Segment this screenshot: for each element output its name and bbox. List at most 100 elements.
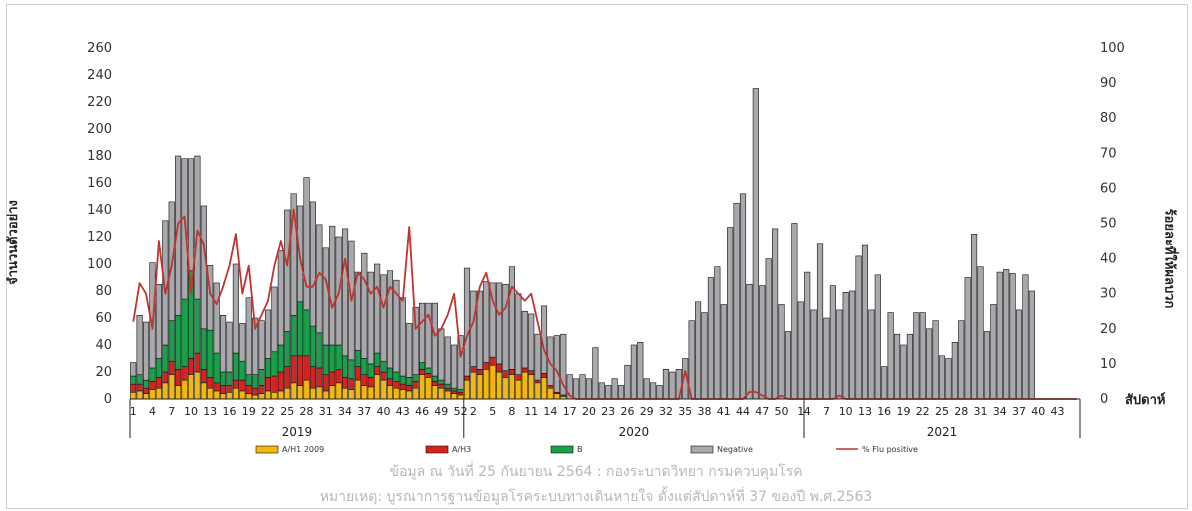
bar-negative <box>361 252 368 359</box>
bar-negative <box>489 282 496 358</box>
bar-a-h1-2009 <box>489 364 496 400</box>
x-tick-label: 52 <box>454 405 468 418</box>
bar-a-h3 <box>496 363 503 373</box>
bar-b <box>316 332 323 369</box>
bar-negative <box>611 378 618 400</box>
bar-negative <box>868 309 875 400</box>
x-tick-label: 31 <box>974 405 988 418</box>
bar-b <box>418 362 426 370</box>
x-tick-label: 17 <box>563 405 577 418</box>
x-tick-label: 40 <box>1031 405 1045 418</box>
bar-b <box>181 298 188 367</box>
bar-b <box>264 358 272 378</box>
bar-negative <box>656 385 663 400</box>
x-tick-label: 32 <box>659 405 673 418</box>
bar-a-h1-2009 <box>502 377 509 400</box>
x-tick-label: 10 <box>184 405 198 418</box>
bar-a-h1-2009 <box>220 393 227 400</box>
bar-a-h3 <box>528 370 535 375</box>
bar-negative <box>521 310 528 369</box>
bar-b <box>386 367 394 380</box>
bar-b <box>309 325 316 367</box>
bar-negative <box>309 201 316 327</box>
bar-a-h3 <box>393 381 400 389</box>
bar-negative <box>290 193 297 316</box>
bar-a-h1-2009 <box>239 390 246 400</box>
bar-a-h1-2009 <box>316 386 323 400</box>
bar-a-h3 <box>425 373 432 378</box>
bar-negative <box>367 271 374 365</box>
bar-a-h3 <box>187 358 195 376</box>
bar-b <box>322 344 329 376</box>
bar-negative <box>444 336 451 385</box>
bar-a-h1-2009 <box>483 368 490 400</box>
bar-a-h3 <box>476 368 483 375</box>
y-right-tick-label: 90 <box>1100 76 1117 91</box>
bar-negative <box>1009 273 1016 400</box>
bar-negative <box>617 385 625 400</box>
bar-a-h3 <box>418 368 426 375</box>
bar-negative <box>836 309 843 400</box>
bar-negative <box>226 321 233 373</box>
bar-negative <box>707 277 714 400</box>
bar-negative <box>701 312 708 400</box>
bar-a-h3 <box>284 366 291 389</box>
bar-a-h1-2009 <box>367 386 374 400</box>
bar-negative <box>964 277 971 400</box>
bar-negative <box>829 285 836 400</box>
bar-b <box>329 344 336 373</box>
bar-a-h1-2009 <box>444 390 451 400</box>
bar-a-h1-2009 <box>341 387 349 400</box>
bar-a-h1-2009 <box>290 382 297 400</box>
bar-a-h3 <box>444 387 451 392</box>
bar-negative <box>996 271 1003 400</box>
bar-b <box>175 314 182 370</box>
bar-b <box>194 298 201 354</box>
bar-negative <box>746 283 753 400</box>
bar-negative <box>213 282 220 354</box>
bar-a-h1-2009 <box>130 391 137 400</box>
bar-negative <box>759 285 766 400</box>
x-tick-label: 16 <box>223 405 237 418</box>
x-tick-label: 23 <box>601 405 615 418</box>
bar-negative <box>271 286 278 353</box>
bar-b <box>438 379 445 385</box>
bar-negative <box>534 333 541 381</box>
bar-negative <box>579 374 586 400</box>
bar-b <box>361 358 368 376</box>
bar-a-h1-2009 <box>149 389 156 400</box>
bar-negative <box>303 177 310 311</box>
bar-negative <box>733 202 740 400</box>
bar-negative <box>874 274 881 400</box>
bar-a-h1-2009 <box>515 379 522 400</box>
bar-a-h1-2009 <box>168 374 175 400</box>
bar-negative <box>187 158 195 272</box>
y-left-tick-label: 80 <box>95 284 112 299</box>
bar-negative <box>252 317 259 376</box>
bar-negative <box>643 378 650 400</box>
bar-b <box>258 368 265 386</box>
bar-a-h3 <box>341 377 349 389</box>
bar-a-h1-2009 <box>245 393 252 400</box>
bar-negative <box>476 290 483 370</box>
bar-b <box>374 352 381 367</box>
x-tick-label: 22 <box>261 405 275 418</box>
x-tick-label: 37 <box>1012 405 1026 418</box>
bar-negative <box>887 312 894 400</box>
bar-a-h1-2009 <box>309 387 316 400</box>
bar-a-h1-2009 <box>399 389 406 400</box>
bar-a-h3 <box>399 383 406 390</box>
x-tick-label: 29 <box>640 405 654 418</box>
bar-b <box>136 374 143 385</box>
bar-a-h1-2009 <box>386 385 394 400</box>
bar-negative <box>258 320 265 370</box>
bar-a-h1-2009 <box>418 374 426 400</box>
y-right-tick-label: 50 <box>1100 217 1117 232</box>
bar-b <box>226 371 233 386</box>
x-tick-label: 4 <box>149 405 156 418</box>
bar-a-h1-2009 <box>470 371 477 400</box>
bar-negative <box>341 228 349 357</box>
footnote-source: ข้อมูล ณ วันที่ 25 กันยายน 2564 : กองระบ… <box>389 464 803 480</box>
x-tick-label: 22 <box>916 405 930 418</box>
bar-negative <box>951 341 958 400</box>
